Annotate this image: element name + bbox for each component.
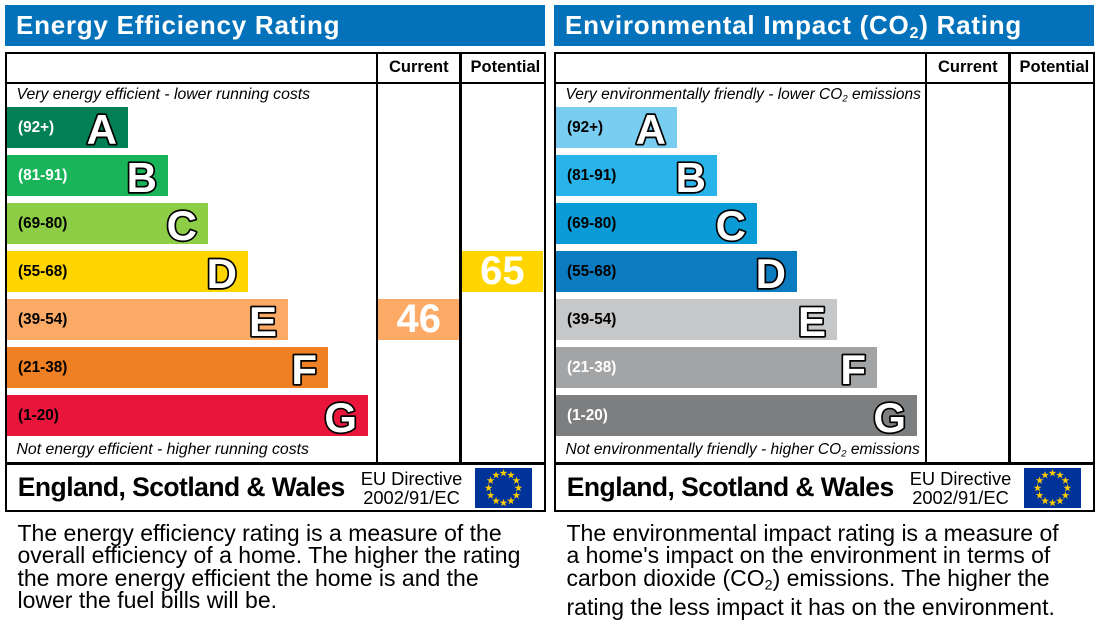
svg-text:C: C [715,202,745,249]
svg-text:G: G [873,394,906,441]
svg-text:A: A [87,106,117,153]
svg-text:G: G [324,394,357,441]
svg-text:B: B [127,154,157,201]
svg-text:F: F [840,346,866,393]
svg-text:D: D [207,250,237,297]
svg-text:F: F [291,346,317,393]
svg-text:A: A [636,106,666,153]
svg-text:E: E [798,298,826,345]
svg-text:C: C [166,202,196,249]
svg-text:E: E [249,298,277,345]
svg-text:B: B [676,154,706,201]
svg-text:D: D [756,250,786,297]
